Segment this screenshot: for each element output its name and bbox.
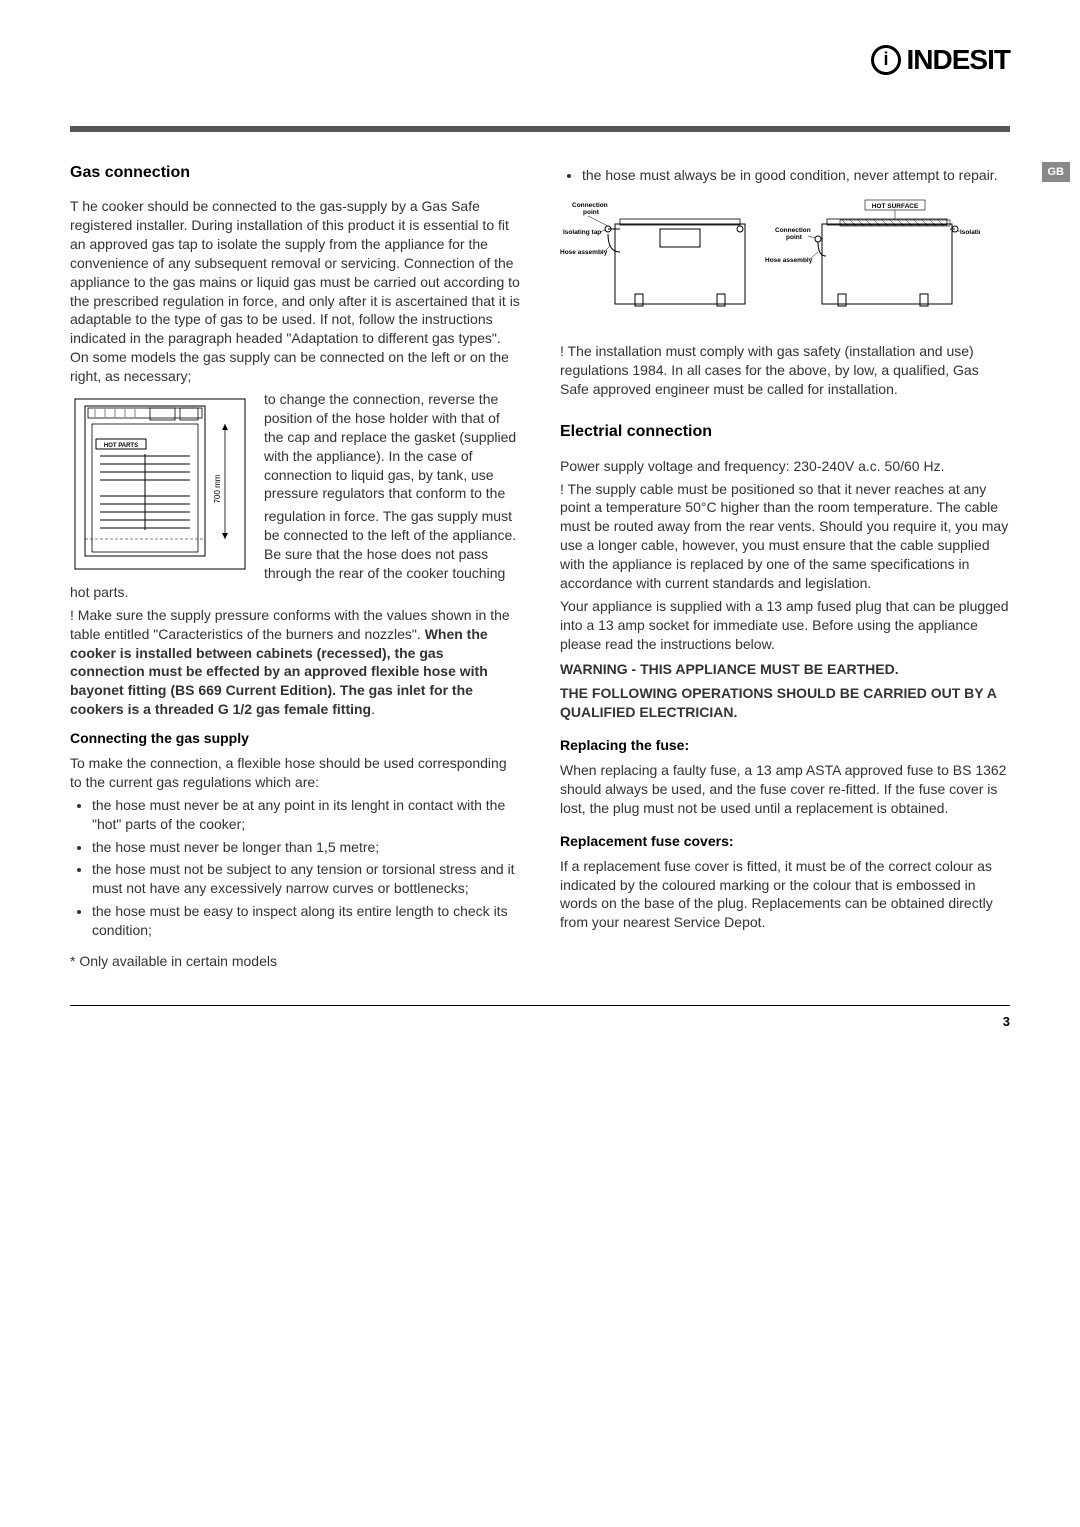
bottom-rule [70,1005,1010,1006]
list-item: the hose must be easy to inspect along i… [92,902,520,940]
gas-pressure-paragraph: ! Make sure the supply pressure conforms… [70,606,520,719]
footnote: * Only available in certain models [70,952,520,971]
page-container: i INDESIT GB Gas connection T he cooker … [0,0,1080,1059]
heading-fuse: Replacing the fuse: [560,736,1010,755]
hose-connection-svg: Connection point Isolating tap Hose asse… [560,194,980,324]
list-item: the hose must never be longer than 1,5 m… [92,838,520,857]
hose-connection-figure: Connection point Isolating tap Hose asse… [560,194,1010,324]
brand-header: i INDESIT [70,40,1010,76]
heading-fuse-cover: Replacement fuse covers: [560,832,1010,851]
cooker-rear-figure: HOT PARTS [70,394,250,574]
elec-cable: ! The supply cable must be positioned so… [560,480,1010,593]
content-columns: GB Gas connection T he cooker should be … [70,162,1010,975]
warning-electrician: THE FOLLOWING OPERATIONS SHOULD BE CARRI… [560,684,1010,722]
list-item: the hose must not be subject to any tens… [92,860,520,898]
fuse-cover-paragraph: If a replacement fuse cover is fitted, i… [560,857,1010,933]
gas-pressure-post: . [371,701,375,717]
svg-text:HOT SURFACE: HOT SURFACE [872,203,919,210]
svg-text:Isolating tap: Isolating tap [563,229,601,236]
heading-electrical: Electrial connection [560,421,1010,443]
hose-requirements-list-cont: the hose must always be in good conditio… [560,166,1010,185]
brand-logo: i INDESIT [871,44,1010,76]
brand-circle-icon: i [871,45,901,75]
svg-text:point: point [583,209,600,216]
page-number: 3 [70,1014,1010,1029]
svg-text:Connection: Connection [775,227,811,234]
left-column: Gas connection T he cooker should be con… [70,162,520,975]
svg-text:point: point [786,234,803,241]
list-item: the hose must never be at any point in i… [92,796,520,834]
elec-voltage: Power supply voltage and frequency: 230-… [560,457,1010,476]
svg-text:Isolating tap: Isolating tap [960,229,980,236]
cooker-rear-svg: HOT PARTS [70,394,250,574]
svg-text:Hose assembly: Hose assembly [560,249,608,256]
brand-text: INDESIT [907,44,1010,76]
elec-plug: Your appliance is supplied with a 13 amp… [560,597,1010,654]
list-item: the hose must always be in good conditio… [582,166,1010,185]
hot-parts-label: HOT PARTS [104,443,138,449]
heading-connecting-supply: Connecting the gas supply [70,729,520,748]
gas-intro-paragraph: T he cooker should be connected to the g… [70,197,520,386]
right-column: the hose must always be in good conditio… [560,162,1010,975]
warning-earthed: WARNING - THIS APPLIANCE MUST BE EARTHED… [560,660,1010,679]
svg-text:Connection: Connection [572,202,608,209]
language-tab: GB [1042,162,1071,182]
heading-gas-connection: Gas connection [70,162,520,184]
top-rule [70,126,1010,132]
hose-requirements-list: the hose must never be at any point in i… [70,796,520,940]
conn-intro: To make the connection, a flexible hose … [70,754,520,792]
compliance-paragraph: ! The installation must comply with gas … [560,342,1010,399]
fuse-paragraph: When replacing a faulty fuse, a 13 amp A… [560,761,1010,818]
svg-text:Hose assembly: Hose assembly [765,257,813,264]
dimension-label: 700 mm [213,474,222,503]
